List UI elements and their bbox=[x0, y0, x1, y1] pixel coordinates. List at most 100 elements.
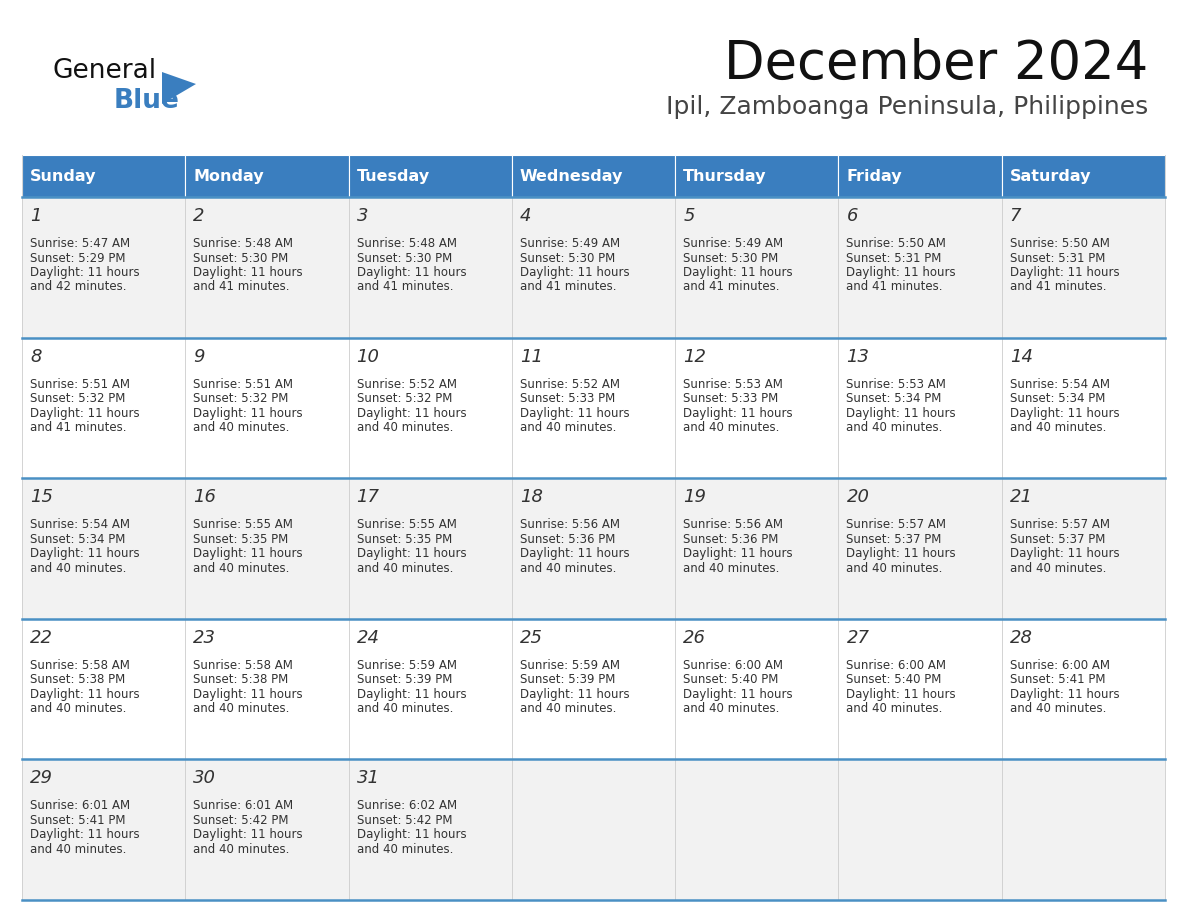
Text: and 40 minutes.: and 40 minutes. bbox=[30, 702, 126, 715]
Text: Sunset: 5:38 PM: Sunset: 5:38 PM bbox=[30, 673, 125, 687]
Text: Daylight: 11 hours: Daylight: 11 hours bbox=[1010, 407, 1119, 420]
Text: Daylight: 11 hours: Daylight: 11 hours bbox=[683, 688, 792, 700]
Text: Sunset: 5:40 PM: Sunset: 5:40 PM bbox=[683, 673, 778, 687]
Text: Sunrise: 5:48 AM: Sunrise: 5:48 AM bbox=[356, 237, 456, 250]
Text: Sunset: 5:37 PM: Sunset: 5:37 PM bbox=[846, 532, 942, 545]
Text: 9: 9 bbox=[194, 348, 204, 365]
Text: and 40 minutes.: and 40 minutes. bbox=[683, 702, 779, 715]
Text: Daylight: 11 hours: Daylight: 11 hours bbox=[356, 688, 466, 700]
Text: Sunset: 5:41 PM: Sunset: 5:41 PM bbox=[30, 814, 126, 827]
Text: 21: 21 bbox=[1010, 488, 1032, 506]
Text: Daylight: 11 hours: Daylight: 11 hours bbox=[194, 547, 303, 560]
Text: Daylight: 11 hours: Daylight: 11 hours bbox=[683, 266, 792, 279]
Text: and 41 minutes.: and 41 minutes. bbox=[846, 281, 943, 294]
Text: Sunrise: 6:00 AM: Sunrise: 6:00 AM bbox=[846, 659, 947, 672]
Text: Daylight: 11 hours: Daylight: 11 hours bbox=[30, 688, 140, 700]
Text: Sunrise: 6:01 AM: Sunrise: 6:01 AM bbox=[194, 800, 293, 812]
Text: and 40 minutes.: and 40 minutes. bbox=[1010, 421, 1106, 434]
Text: Sunrise: 5:55 AM: Sunrise: 5:55 AM bbox=[356, 518, 456, 532]
Text: Sunset: 5:34 PM: Sunset: 5:34 PM bbox=[846, 392, 942, 405]
Text: Sunset: 5:30 PM: Sunset: 5:30 PM bbox=[683, 252, 778, 264]
Bar bbox=[23, 155, 185, 197]
Text: Blue: Blue bbox=[114, 88, 179, 114]
Text: 3: 3 bbox=[356, 207, 368, 225]
Text: 20: 20 bbox=[846, 488, 870, 506]
Text: Daylight: 11 hours: Daylight: 11 hours bbox=[30, 266, 140, 279]
Text: Sunset: 5:29 PM: Sunset: 5:29 PM bbox=[30, 252, 126, 264]
Text: and 41 minutes.: and 41 minutes. bbox=[194, 281, 290, 294]
Text: Daylight: 11 hours: Daylight: 11 hours bbox=[356, 828, 466, 842]
Text: 31: 31 bbox=[356, 769, 380, 788]
Text: Daylight: 11 hours: Daylight: 11 hours bbox=[1010, 266, 1119, 279]
Text: Friday: Friday bbox=[846, 169, 902, 184]
Text: Sunset: 5:35 PM: Sunset: 5:35 PM bbox=[194, 532, 289, 545]
Bar bbox=[23, 759, 1165, 900]
Text: Sunset: 5:32 PM: Sunset: 5:32 PM bbox=[194, 392, 289, 405]
Text: 7: 7 bbox=[1010, 207, 1022, 225]
Text: Sunset: 5:30 PM: Sunset: 5:30 PM bbox=[194, 252, 289, 264]
Bar bbox=[23, 619, 1165, 759]
Text: 15: 15 bbox=[30, 488, 53, 506]
Text: Sunrise: 6:01 AM: Sunrise: 6:01 AM bbox=[30, 800, 131, 812]
Text: 29: 29 bbox=[30, 769, 53, 788]
Bar bbox=[839, 155, 1001, 197]
Text: Sunset: 5:34 PM: Sunset: 5:34 PM bbox=[30, 532, 126, 545]
Text: Sunset: 5:32 PM: Sunset: 5:32 PM bbox=[356, 392, 451, 405]
Text: Sunset: 5:31 PM: Sunset: 5:31 PM bbox=[846, 252, 942, 264]
Text: Sunset: 5:39 PM: Sunset: 5:39 PM bbox=[520, 673, 615, 687]
Text: Sunset: 5:33 PM: Sunset: 5:33 PM bbox=[520, 392, 615, 405]
Text: Sunset: 5:32 PM: Sunset: 5:32 PM bbox=[30, 392, 126, 405]
Text: Daylight: 11 hours: Daylight: 11 hours bbox=[356, 407, 466, 420]
Text: and 40 minutes.: and 40 minutes. bbox=[30, 562, 126, 575]
Text: Sunrise: 5:51 AM: Sunrise: 5:51 AM bbox=[30, 377, 129, 390]
Text: Thursday: Thursday bbox=[683, 169, 766, 184]
Text: Daylight: 11 hours: Daylight: 11 hours bbox=[30, 407, 140, 420]
Text: Daylight: 11 hours: Daylight: 11 hours bbox=[846, 688, 956, 700]
Text: and 40 minutes.: and 40 minutes. bbox=[846, 421, 943, 434]
Text: Sunset: 5:42 PM: Sunset: 5:42 PM bbox=[194, 814, 289, 827]
Text: Daylight: 11 hours: Daylight: 11 hours bbox=[356, 547, 466, 560]
Text: Sunrise: 5:58 AM: Sunrise: 5:58 AM bbox=[194, 659, 293, 672]
Text: Wednesday: Wednesday bbox=[520, 169, 624, 184]
Text: and 40 minutes.: and 40 minutes. bbox=[194, 702, 290, 715]
Text: Sunrise: 5:49 AM: Sunrise: 5:49 AM bbox=[683, 237, 783, 250]
Text: Daylight: 11 hours: Daylight: 11 hours bbox=[520, 407, 630, 420]
Text: and 41 minutes.: and 41 minutes. bbox=[520, 281, 617, 294]
Text: Sunrise: 6:02 AM: Sunrise: 6:02 AM bbox=[356, 800, 456, 812]
Text: 14: 14 bbox=[1010, 348, 1032, 365]
Text: and 40 minutes.: and 40 minutes. bbox=[356, 562, 453, 575]
Bar bbox=[512, 155, 675, 197]
Bar bbox=[23, 338, 1165, 478]
Text: Sunday: Sunday bbox=[30, 169, 96, 184]
Text: and 40 minutes.: and 40 minutes. bbox=[1010, 562, 1106, 575]
Text: Sunset: 5:40 PM: Sunset: 5:40 PM bbox=[846, 673, 942, 687]
Text: Daylight: 11 hours: Daylight: 11 hours bbox=[194, 407, 303, 420]
Text: Tuesday: Tuesday bbox=[356, 169, 430, 184]
Text: Sunrise: 5:57 AM: Sunrise: 5:57 AM bbox=[846, 518, 947, 532]
Text: Sunrise: 5:49 AM: Sunrise: 5:49 AM bbox=[520, 237, 620, 250]
Text: Daylight: 11 hours: Daylight: 11 hours bbox=[194, 688, 303, 700]
Text: Sunset: 5:36 PM: Sunset: 5:36 PM bbox=[683, 532, 778, 545]
Text: Sunrise: 5:56 AM: Sunrise: 5:56 AM bbox=[683, 518, 783, 532]
Text: Sunrise: 5:47 AM: Sunrise: 5:47 AM bbox=[30, 237, 131, 250]
Text: and 40 minutes.: and 40 minutes. bbox=[356, 843, 453, 856]
Text: Sunrise: 5:58 AM: Sunrise: 5:58 AM bbox=[30, 659, 129, 672]
Polygon shape bbox=[162, 72, 196, 104]
Text: 10: 10 bbox=[356, 348, 380, 365]
Bar bbox=[23, 478, 1165, 619]
Text: Daylight: 11 hours: Daylight: 11 hours bbox=[30, 828, 140, 842]
Text: Sunrise: 5:55 AM: Sunrise: 5:55 AM bbox=[194, 518, 293, 532]
Text: 2: 2 bbox=[194, 207, 204, 225]
Text: 1: 1 bbox=[30, 207, 42, 225]
Bar bbox=[675, 155, 839, 197]
Text: Sunrise: 5:50 AM: Sunrise: 5:50 AM bbox=[846, 237, 947, 250]
Text: 4: 4 bbox=[520, 207, 531, 225]
Text: Daylight: 11 hours: Daylight: 11 hours bbox=[846, 407, 956, 420]
Text: and 40 minutes.: and 40 minutes. bbox=[520, 562, 617, 575]
Text: 18: 18 bbox=[520, 488, 543, 506]
Text: 17: 17 bbox=[356, 488, 380, 506]
Text: Sunrise: 5:54 AM: Sunrise: 5:54 AM bbox=[1010, 377, 1110, 390]
Text: Sunset: 5:30 PM: Sunset: 5:30 PM bbox=[520, 252, 615, 264]
Text: Sunrise: 5:54 AM: Sunrise: 5:54 AM bbox=[30, 518, 129, 532]
Text: 11: 11 bbox=[520, 348, 543, 365]
